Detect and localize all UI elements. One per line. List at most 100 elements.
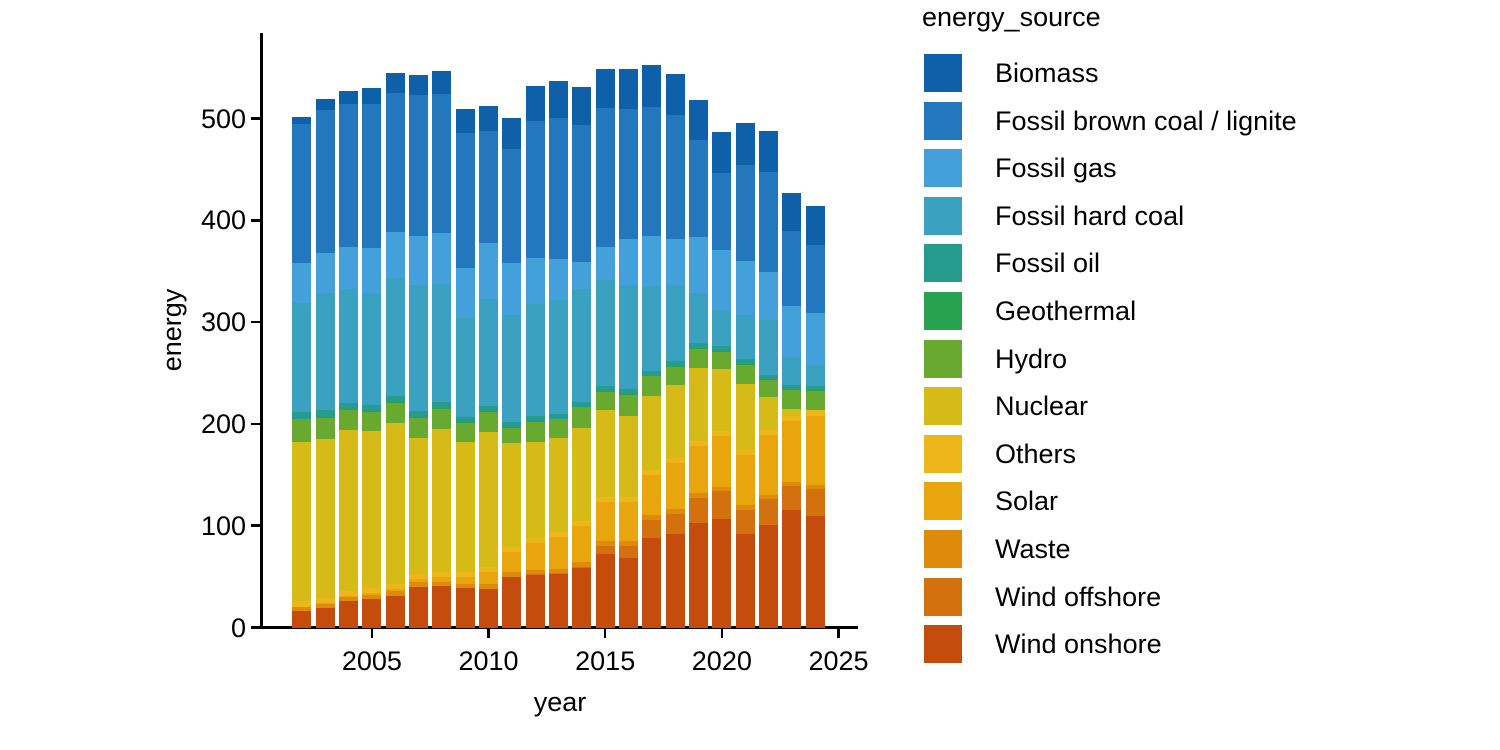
y-axis-tick-label: 100 bbox=[200, 510, 246, 541]
bar-segment bbox=[455, 109, 475, 133]
bar-segment bbox=[759, 499, 778, 525]
bar-segment bbox=[409, 438, 429, 575]
bar-segment bbox=[479, 583, 499, 589]
bar-segment bbox=[665, 238, 685, 285]
bar-segment bbox=[665, 114, 685, 239]
bar-segment bbox=[549, 299, 569, 414]
bar-segment bbox=[805, 206, 825, 246]
legend-label: Fossil oil bbox=[995, 248, 1101, 279]
bar-segment bbox=[619, 394, 639, 416]
legend-label: Waste bbox=[995, 534, 1071, 564]
bar-segment bbox=[665, 360, 685, 367]
bar-segment bbox=[595, 409, 615, 497]
bar-segment bbox=[549, 572, 569, 575]
y-axis-tick bbox=[251, 422, 260, 426]
legend-swatch bbox=[924, 149, 962, 188]
bar-segment bbox=[759, 379, 778, 397]
bar-segment bbox=[595, 553, 615, 628]
bar-segment bbox=[315, 603, 335, 609]
bar-segment bbox=[689, 497, 708, 523]
legend-swatch bbox=[924, 101, 962, 140]
y-axis-tick-label: 400 bbox=[200, 205, 246, 236]
bar-segment bbox=[315, 438, 335, 599]
bar-segment bbox=[525, 569, 545, 575]
bar-segment bbox=[735, 260, 755, 315]
legend-label: Nuclear bbox=[995, 391, 1089, 422]
y-axis-tick bbox=[251, 626, 260, 629]
bar-segment bbox=[432, 232, 452, 285]
bar-segment bbox=[525, 258, 545, 305]
bar-segment bbox=[432, 577, 452, 582]
bar-segment bbox=[549, 531, 569, 538]
bar-segment bbox=[432, 283, 452, 403]
legend-title: energy_source bbox=[922, 2, 1101, 32]
bar-segment bbox=[455, 441, 475, 572]
bar-segment bbox=[805, 410, 825, 416]
bar-segment bbox=[665, 384, 685, 458]
bar-segment bbox=[502, 315, 522, 423]
bar-segment bbox=[432, 428, 452, 573]
bar-segment bbox=[339, 91, 359, 105]
x-axis-tick-label: 2010 bbox=[458, 646, 519, 676]
bar-segment bbox=[595, 545, 615, 555]
bar-segment bbox=[805, 415, 825, 485]
bar-segment bbox=[525, 574, 545, 576]
bar-segment bbox=[549, 118, 569, 259]
bar-segment bbox=[572, 520, 592, 526]
bar-segment bbox=[595, 541, 615, 546]
bar-segment bbox=[409, 284, 429, 411]
bar-segment bbox=[479, 298, 499, 406]
bar-segment bbox=[362, 598, 382, 628]
bar-segment bbox=[759, 494, 778, 500]
bar-segment bbox=[385, 395, 405, 403]
y-axis-tick bbox=[251, 320, 260, 324]
bar-segment bbox=[735, 314, 755, 360]
bar-segment bbox=[759, 319, 778, 375]
y-axis-tick-label: 200 bbox=[200, 408, 246, 439]
bar-segment bbox=[362, 247, 382, 293]
bar-segment bbox=[549, 418, 569, 439]
bar-segment bbox=[502, 551, 522, 573]
bar-segment bbox=[805, 389, 825, 411]
bar-segment bbox=[619, 388, 639, 395]
bar-segment bbox=[502, 422, 522, 428]
bar-segment bbox=[619, 239, 639, 286]
legend-label: Fossil brown coal / lignite bbox=[995, 105, 1297, 136]
bar-segment bbox=[455, 587, 475, 628]
bar-segment bbox=[315, 293, 335, 411]
bar-segment bbox=[315, 598, 335, 604]
bar-segment bbox=[759, 171, 778, 272]
bar-segment bbox=[479, 410, 499, 432]
legend-swatch bbox=[924, 196, 962, 235]
bar-segment bbox=[525, 537, 545, 543]
bar-segment bbox=[619, 284, 639, 390]
bar-segment bbox=[572, 525, 592, 563]
bar-segment bbox=[782, 356, 802, 386]
bar-segment bbox=[479, 431, 499, 567]
legend-label: Geothermal bbox=[995, 296, 1137, 326]
bar-segment bbox=[689, 100, 708, 140]
bar-segment bbox=[525, 574, 545, 628]
bar-segment bbox=[362, 430, 382, 589]
bar-segment bbox=[712, 491, 732, 520]
bar-segment bbox=[759, 429, 778, 436]
bar-segment bbox=[735, 505, 755, 511]
y-axis-tick-label: 500 bbox=[200, 103, 246, 134]
bar-segment bbox=[782, 231, 802, 306]
bar-segment bbox=[362, 411, 382, 431]
y-axis-title: energy bbox=[157, 288, 187, 372]
bar-segment bbox=[595, 68, 615, 109]
bar-segment bbox=[572, 86, 592, 125]
bar-segment bbox=[339, 596, 359, 602]
bar-segment bbox=[315, 109, 335, 253]
bar-segment bbox=[525, 86, 545, 122]
legend-label: Fossil gas bbox=[995, 153, 1117, 184]
x-axis-title: year bbox=[533, 687, 587, 717]
bar-segment bbox=[782, 192, 802, 232]
bar-segment bbox=[502, 571, 522, 577]
bar-segment bbox=[432, 571, 452, 578]
x-axis-tick bbox=[837, 628, 840, 638]
bar-segment bbox=[619, 502, 639, 542]
x-axis-tick-label: 2015 bbox=[575, 646, 636, 676]
bar-segment bbox=[805, 489, 825, 516]
